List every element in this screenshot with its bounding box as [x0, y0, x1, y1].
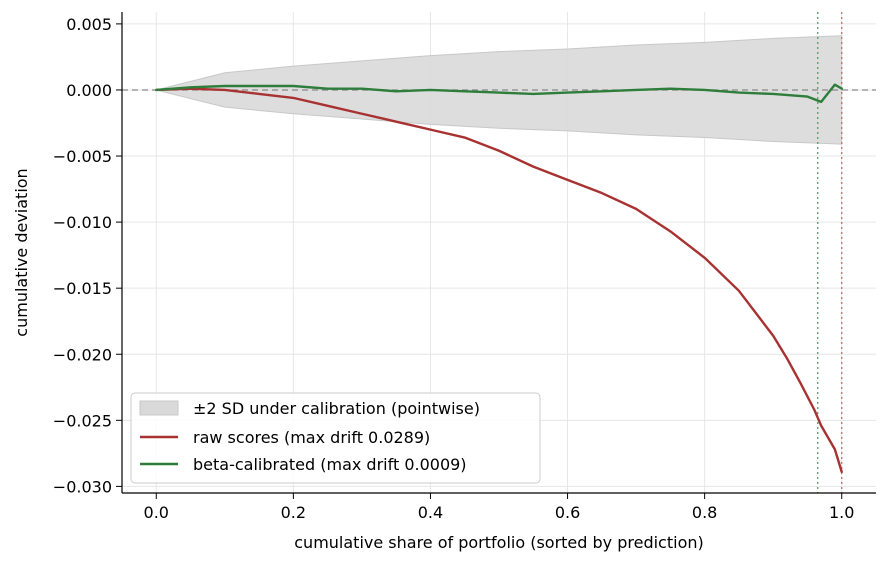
- y-tick-label-6: −0.025: [53, 411, 112, 430]
- y-tick-label-0: 0.005: [66, 15, 112, 34]
- series-beta-calibrated-line: [155, 83, 843, 104]
- x-tick-label-0: 0.0: [144, 503, 169, 522]
- x-tick-label-4: 0.8: [692, 503, 717, 522]
- axes: [121, 12, 876, 494]
- x-tick-label-2: 0.4: [418, 503, 443, 522]
- x-ticks: 0.0 0.2 0.4 0.6 0.8 1.0: [144, 493, 854, 522]
- series-raw-scores-line: [155, 87, 843, 474]
- y-tick-label-5: −0.020: [53, 345, 112, 364]
- y-tick-label-4: −0.015: [53, 279, 112, 298]
- x-axis-label: cumulative share of portfolio (sorted by…: [294, 533, 704, 552]
- legend-swatch-band: [139, 400, 179, 416]
- legend-label-band: ±2 SD under calibration (pointwise): [193, 399, 480, 418]
- x-tick-label-3: 0.6: [555, 503, 580, 522]
- legend: ±2 SD under calibration (pointwise) raw …: [130, 392, 541, 484]
- y-tick-label-7: −0.030: [53, 477, 112, 496]
- y-axis-label: cumulative deviation: [12, 168, 31, 336]
- y-tick-label-1: 0.000: [66, 81, 112, 100]
- legend-box: [130, 392, 541, 484]
- y-tick-label-3: −0.010: [53, 213, 112, 232]
- x-tick-label-1: 0.2: [281, 503, 306, 522]
- x-tick-label-5: 1.0: [829, 503, 854, 522]
- legend-label-calibrated: beta-calibrated (max drift 0.0009): [193, 455, 467, 474]
- legend-label-raw: raw scores (max drift 0.0289): [193, 428, 430, 447]
- confidence-band: [156, 35, 843, 145]
- y-tick-label-2: −0.005: [53, 147, 112, 166]
- y-ticks: 0.005 0.000 −0.005 −0.010 −0.015 −0.020 −0.025…: [53, 15, 122, 496]
